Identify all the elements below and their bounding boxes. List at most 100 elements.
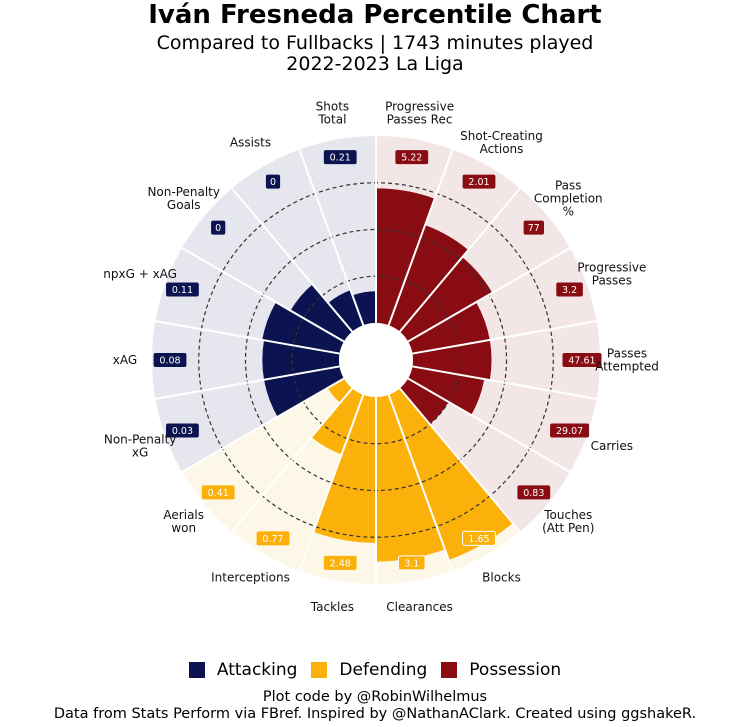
slice-divider [407,377,571,473]
bar-clearances [376,394,445,562]
value-label-box [517,485,551,500]
bar-npxg-xag [262,302,344,354]
value-label: 77 [528,223,540,234]
bar-pass-completion- [399,257,493,342]
value-label: 2.48 [330,558,351,569]
category-label: Interceptions [211,570,290,584]
value-label: 0.83 [523,488,544,499]
slice-divider [298,394,365,571]
value-label-box [523,220,545,235]
bar-carries [408,366,485,415]
value-label: 29.07 [556,426,583,437]
category-label: Aerials won [163,508,204,535]
footer-credit: Plot code by @RobinWilhelmus [262,689,488,705]
bar-shot-creating-actions [388,225,469,332]
legend-swatch-defending [311,662,328,678]
bar-progressive-passes [408,302,490,354]
legend-label: Attacking [216,660,298,680]
legend-item-possession: Possession [441,660,561,680]
slice-divider [231,187,353,333]
value-label-box [395,150,429,165]
category-label: Progressive Passes [577,261,646,288]
category-label: Progressive Passes Rec [385,99,454,126]
chart-subtitle: Compared to Fullbacks | 1743 minutes pla… [156,32,594,54]
value-label-box [323,150,357,165]
chart-season: 2022-2023 La Liga [286,53,464,75]
legend: Attacking Defending Possession [0,660,750,680]
slice-divider [181,377,345,473]
value-label: 0.77 [262,534,283,545]
bar-tackles [313,394,376,543]
value-label-box [201,485,235,500]
category-label: Shots Total [316,99,350,126]
footer-source: Data from Stats Perform via FBref. Inspi… [53,706,697,722]
value-label-box [323,555,357,570]
category-label: Tackles [310,600,354,614]
value-label: 2.01 [468,177,489,188]
slice-divider [412,320,597,355]
value-label-box [256,531,290,546]
bar-interceptions [311,388,364,455]
legend-label: Defending [339,660,428,680]
legend-swatch-possession [441,662,458,678]
category-label: Shot-Creating Actions [460,129,543,156]
category-label: Assists [230,136,271,150]
value-label-box [556,282,583,297]
legend-item-attacking: Attacking [188,660,298,680]
value-label-box [397,555,426,571]
value-label-box [166,423,199,438]
category-label: Carries [591,439,633,453]
slice-divider [412,365,597,400]
slice-divider [387,394,454,571]
value-label: 3.1 [404,558,419,569]
bar-xag [262,340,340,380]
value-label: 3.2 [562,285,577,296]
value-label: 0.21 [330,153,351,164]
value-label: 0.41 [208,488,229,499]
legend-swatch-attacking [188,662,205,678]
bar-progressive-passes-rec [376,188,435,326]
value-label-box [265,174,281,189]
slice-divider [387,149,454,326]
value-label: 0.03 [172,426,193,437]
value-label-box [166,282,199,297]
slice-divider [155,320,340,355]
category-label: npxG + xAG [103,267,177,281]
bar-touches-att-pen- [399,378,449,425]
value-label-box [462,530,496,546]
slice-divider [399,387,521,533]
center-hole [339,323,413,397]
slice-divider [231,387,353,533]
percentile-chart: 5.22 Progressive Passes Rec 2.01 Shot-Creati… [103,99,659,614]
slice-divider [181,247,345,343]
slice-divider [407,247,571,343]
chart-title: Iván Fresneda Percentile Chart [148,0,602,30]
bar-passes-attempted [412,339,492,381]
value-label: 0 [270,177,276,188]
category-label: Passes Attempted [595,347,659,374]
slice-divider [298,149,365,326]
category-label: Non-Penalty xG [104,432,177,459]
background-slice [232,149,364,332]
legend-label: Possession [469,660,562,680]
category-label: Touches (Att Pen) [542,508,594,535]
value-label-box [550,423,590,438]
value-label-box [211,220,226,235]
legend-item-defending: Defending [311,660,427,680]
slice-divider [155,365,340,400]
category-label: Clearances [386,600,453,614]
category-label: xAG [113,353,137,367]
category-label: Non-Penalty Goals [147,185,220,212]
bar-shots-total [352,291,376,326]
value-label: 5.22 [401,153,422,164]
bar-non-penalty-xg [264,366,344,417]
value-label: 1.65 [468,534,489,545]
value-label: 0.08 [159,356,180,367]
bar-assists [328,290,364,332]
category-label: Blocks [482,570,521,584]
value-label: 0.11 [172,285,193,296]
value-label: 47.61 [568,356,595,367]
slice-divider [399,187,521,333]
value-label: 0 [215,223,221,234]
value-label-box [562,353,602,367]
